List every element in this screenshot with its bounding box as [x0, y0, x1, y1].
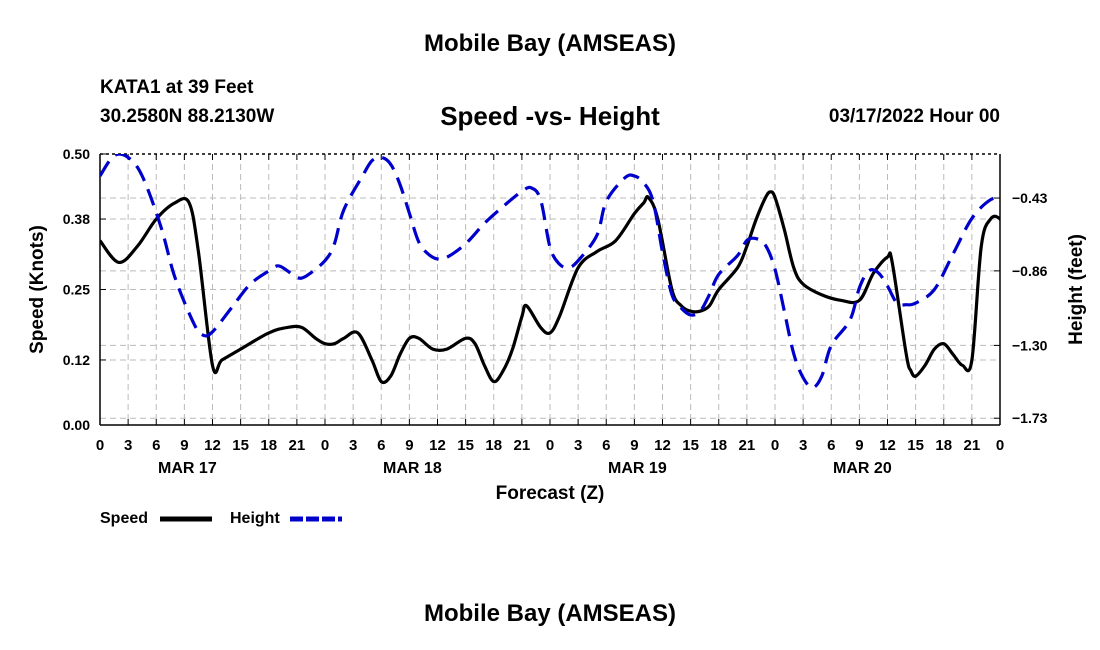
- page-title: Mobile Bay (AMSEAS): [423, 30, 677, 57]
- x-tick-label: 6: [602, 437, 610, 454]
- x-tick-label: 9: [180, 437, 188, 454]
- x-tick-label: 15: [907, 437, 924, 454]
- legend-speed-label: Speed: [100, 510, 149, 527]
- x-tick-label: 6: [377, 437, 385, 454]
- x-axis-title: Forecast (Z): [496, 483, 605, 504]
- speed-series-line: [100, 190, 1000, 385]
- x-tick-label: 0: [546, 437, 554, 454]
- y2-tick-label: −0.86: [1012, 263, 1048, 279]
- x-tick-label: 18: [935, 437, 952, 454]
- x-tick-label: 12: [429, 437, 446, 454]
- x-tick-label: 6: [827, 437, 835, 454]
- x-tick-label: 12: [204, 437, 221, 454]
- x-tick-label: 12: [879, 437, 896, 454]
- x-tick-label: 12: [654, 437, 671, 454]
- y-tick-label: 0.38: [63, 211, 90, 227]
- x-tick-label: 0: [321, 437, 329, 454]
- speed-height-chart: 0 3 6 9 12 15 18 21 0 3 6 9 12 15 18 21 0 3 6 9 12 15 18 21 0 3 6 9…: [27, 146, 1087, 522]
- y-axis-title: Speed (Knots): [27, 225, 48, 354]
- x-tick-label: 0: [96, 437, 104, 454]
- x-tick-label: 9: [855, 437, 863, 454]
- footer-title: Mobile Bay (AMSEAS): [423, 600, 677, 627]
- x-tick-label: 15: [457, 437, 474, 454]
- station-name: KATA1 at 39 Feet: [100, 77, 254, 98]
- forecast-datetime: 03/17/2022 Hour 00: [828, 106, 1000, 127]
- x-tick-label: 3: [124, 437, 132, 454]
- station-coordinates: 30.2580N 88.2130W: [100, 106, 275, 127]
- y-tick-label: 0.25: [63, 282, 90, 298]
- x-tick-label: 3: [574, 437, 582, 454]
- legend-height-label: Height: [230, 510, 280, 527]
- day-label: MAR 20: [833, 460, 892, 477]
- y2-tick-label: −1.73: [1012, 410, 1048, 426]
- y2-tick-label: −1.30: [1012, 337, 1048, 353]
- x-tick-label: 9: [630, 437, 638, 454]
- x-tick-label: 3: [349, 437, 357, 454]
- day-label: MAR 18: [383, 460, 442, 477]
- x-tick-label: 15: [232, 437, 249, 454]
- x-tick-label: 15: [682, 437, 699, 454]
- x-tick-label: 6: [152, 437, 160, 454]
- x-tick-label: 21: [514, 437, 531, 454]
- height-series-line: [100, 154, 1000, 390]
- x-tick-label: 18: [260, 437, 277, 454]
- x-tick-label: 21: [964, 437, 981, 454]
- x-tick-label: 3: [799, 437, 807, 454]
- x-tick-label: 0: [771, 437, 779, 454]
- x-tick-label: 0: [996, 437, 1004, 454]
- day-label: MAR 19: [608, 460, 667, 477]
- y-tick-label: 0.50: [63, 146, 90, 162]
- x-tick-label: 9: [405, 437, 413, 454]
- x-tick-label: 21: [289, 437, 306, 454]
- x-tick-label: 18: [485, 437, 502, 454]
- day-label: MAR 17: [158, 460, 217, 477]
- x-tick-label: 21: [739, 437, 756, 454]
- y2-axis-title: Height (feet): [1066, 234, 1087, 345]
- x-tick-label: 18: [710, 437, 727, 454]
- y2-tick-label: −0.43: [1012, 190, 1048, 206]
- y-tick-label: 0.00: [63, 417, 90, 433]
- chart-title: Speed -vs- Height: [440, 101, 660, 131]
- y-tick-label: 0.12: [63, 352, 90, 368]
